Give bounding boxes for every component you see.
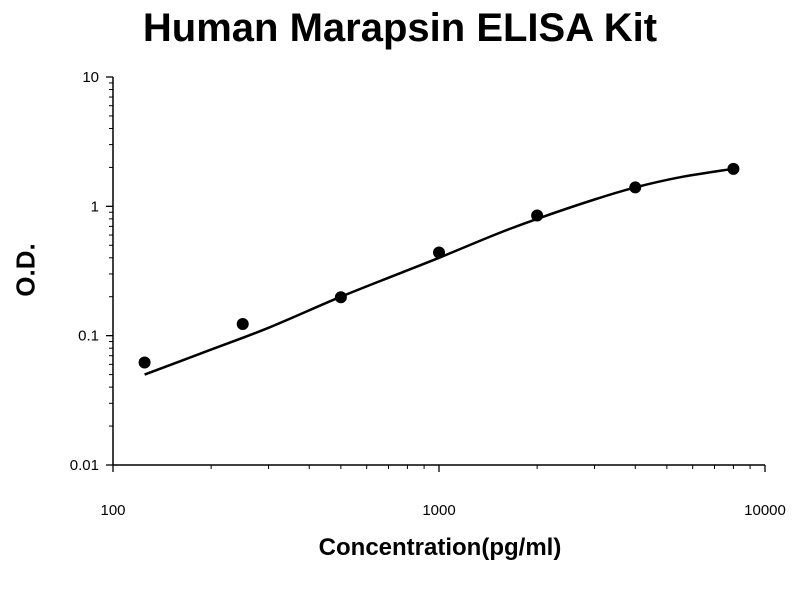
axes bbox=[112, 77, 765, 466]
tick-labels: 0.01 0.1 1 10 100 1000 10000 bbox=[70, 69, 786, 519]
y-tick-label: 0.1 bbox=[78, 328, 99, 345]
x-tick-label: 100 bbox=[100, 502, 125, 519]
data-point bbox=[727, 162, 740, 175]
y-tick-label: 1 bbox=[91, 198, 99, 215]
y-tick-label: 10 bbox=[82, 69, 99, 86]
data-point bbox=[433, 246, 445, 259]
chart-title: Human Marapsin ELISA Kit bbox=[142, 6, 658, 50]
data-points bbox=[138, 162, 740, 369]
x-tick-label: 1000 bbox=[422, 502, 455, 519]
data-point bbox=[531, 209, 544, 222]
fit-curve-group bbox=[144, 167, 734, 376]
data-point bbox=[629, 181, 642, 194]
data-point bbox=[236, 318, 249, 331]
y-tick-label: 0.01 bbox=[70, 457, 99, 474]
data-point bbox=[138, 356, 151, 369]
x-tick-label: 10000 bbox=[744, 502, 786, 519]
x-axis-label: Concentration(pg/ml) bbox=[318, 534, 562, 561]
data-point bbox=[334, 291, 347, 304]
fit-curve bbox=[144, 167, 734, 376]
ticks bbox=[106, 76, 766, 472]
